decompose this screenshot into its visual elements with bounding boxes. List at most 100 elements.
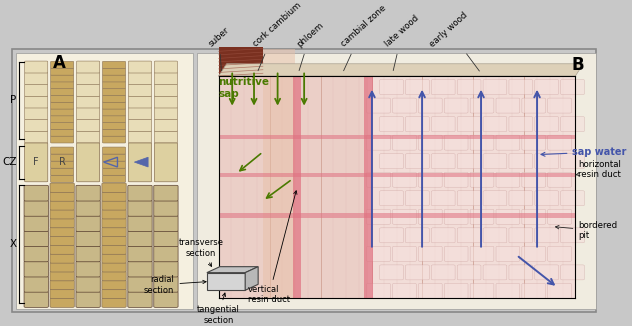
Polygon shape: [219, 64, 583, 76]
FancyBboxPatch shape: [406, 265, 429, 280]
FancyBboxPatch shape: [102, 245, 126, 254]
FancyBboxPatch shape: [154, 292, 178, 307]
FancyBboxPatch shape: [496, 172, 520, 187]
FancyBboxPatch shape: [102, 61, 126, 68]
FancyBboxPatch shape: [51, 161, 74, 168]
FancyBboxPatch shape: [522, 98, 545, 113]
FancyBboxPatch shape: [535, 117, 559, 132]
FancyBboxPatch shape: [380, 191, 403, 206]
FancyBboxPatch shape: [496, 283, 520, 298]
FancyBboxPatch shape: [51, 95, 74, 102]
Text: sap water: sap water: [541, 147, 627, 157]
FancyBboxPatch shape: [51, 129, 74, 136]
FancyBboxPatch shape: [102, 289, 126, 299]
FancyBboxPatch shape: [25, 143, 48, 182]
FancyBboxPatch shape: [470, 135, 494, 150]
FancyBboxPatch shape: [392, 172, 416, 187]
FancyBboxPatch shape: [51, 154, 74, 161]
FancyBboxPatch shape: [50, 280, 75, 290]
FancyBboxPatch shape: [76, 200, 100, 216]
FancyBboxPatch shape: [483, 228, 507, 243]
FancyBboxPatch shape: [561, 228, 585, 243]
Text: bordered
pit: bordered pit: [556, 221, 617, 240]
FancyBboxPatch shape: [24, 185, 49, 201]
FancyBboxPatch shape: [535, 154, 559, 169]
FancyBboxPatch shape: [50, 272, 75, 281]
FancyBboxPatch shape: [406, 117, 429, 132]
Bar: [207, 273, 245, 290]
FancyBboxPatch shape: [380, 80, 403, 95]
FancyBboxPatch shape: [50, 245, 75, 254]
FancyBboxPatch shape: [102, 129, 126, 136]
FancyBboxPatch shape: [470, 98, 494, 113]
FancyBboxPatch shape: [102, 75, 126, 82]
FancyBboxPatch shape: [128, 143, 152, 182]
FancyBboxPatch shape: [51, 102, 74, 109]
FancyBboxPatch shape: [483, 191, 507, 206]
FancyBboxPatch shape: [444, 98, 468, 113]
FancyBboxPatch shape: [102, 227, 126, 237]
FancyBboxPatch shape: [128, 246, 152, 262]
Polygon shape: [207, 267, 258, 273]
FancyBboxPatch shape: [50, 227, 75, 237]
FancyBboxPatch shape: [50, 236, 75, 245]
FancyBboxPatch shape: [128, 84, 152, 96]
FancyBboxPatch shape: [483, 117, 507, 132]
Text: late wood: late wood: [384, 14, 421, 70]
FancyBboxPatch shape: [128, 216, 152, 231]
FancyBboxPatch shape: [154, 216, 178, 231]
FancyBboxPatch shape: [432, 191, 455, 206]
FancyBboxPatch shape: [50, 254, 75, 263]
Text: horizontal
resin duct: horizontal resin duct: [576, 160, 621, 179]
FancyBboxPatch shape: [76, 131, 100, 143]
FancyBboxPatch shape: [25, 73, 48, 85]
Bar: [219, 76, 368, 298]
FancyBboxPatch shape: [496, 135, 520, 150]
FancyBboxPatch shape: [24, 246, 49, 262]
Text: B: B: [571, 56, 584, 74]
FancyBboxPatch shape: [102, 168, 126, 175]
FancyBboxPatch shape: [154, 200, 178, 216]
FancyBboxPatch shape: [522, 283, 545, 298]
Text: cambial zone: cambial zone: [339, 4, 388, 71]
FancyBboxPatch shape: [154, 231, 178, 246]
FancyBboxPatch shape: [496, 98, 520, 113]
FancyBboxPatch shape: [432, 80, 455, 95]
FancyBboxPatch shape: [509, 154, 533, 169]
FancyBboxPatch shape: [457, 117, 481, 132]
FancyBboxPatch shape: [51, 175, 74, 182]
FancyBboxPatch shape: [25, 108, 48, 120]
FancyBboxPatch shape: [406, 228, 429, 243]
FancyBboxPatch shape: [154, 96, 178, 108]
FancyBboxPatch shape: [76, 261, 100, 277]
FancyBboxPatch shape: [380, 228, 403, 243]
FancyBboxPatch shape: [561, 265, 585, 280]
FancyBboxPatch shape: [548, 283, 571, 298]
FancyBboxPatch shape: [522, 172, 545, 187]
FancyBboxPatch shape: [128, 231, 152, 246]
FancyBboxPatch shape: [24, 292, 49, 307]
FancyBboxPatch shape: [367, 246, 391, 261]
FancyBboxPatch shape: [154, 143, 178, 182]
FancyBboxPatch shape: [25, 96, 48, 108]
FancyBboxPatch shape: [76, 108, 100, 120]
FancyBboxPatch shape: [25, 84, 48, 96]
FancyBboxPatch shape: [154, 108, 178, 120]
FancyBboxPatch shape: [50, 201, 75, 210]
FancyBboxPatch shape: [380, 154, 403, 169]
Text: nutritive
sap: nutritive sap: [218, 77, 269, 99]
Text: radial
section: radial section: [144, 275, 206, 295]
FancyBboxPatch shape: [509, 191, 533, 206]
FancyBboxPatch shape: [432, 117, 455, 132]
FancyBboxPatch shape: [432, 154, 455, 169]
FancyBboxPatch shape: [102, 109, 126, 116]
FancyBboxPatch shape: [128, 185, 152, 201]
FancyBboxPatch shape: [102, 210, 126, 219]
FancyBboxPatch shape: [50, 218, 75, 228]
FancyBboxPatch shape: [102, 254, 126, 263]
Bar: [293, 76, 301, 298]
Text: A: A: [53, 54, 66, 72]
FancyBboxPatch shape: [522, 246, 545, 261]
Text: vertical
resin duct: vertical resin duct: [248, 191, 297, 304]
FancyBboxPatch shape: [51, 68, 74, 75]
